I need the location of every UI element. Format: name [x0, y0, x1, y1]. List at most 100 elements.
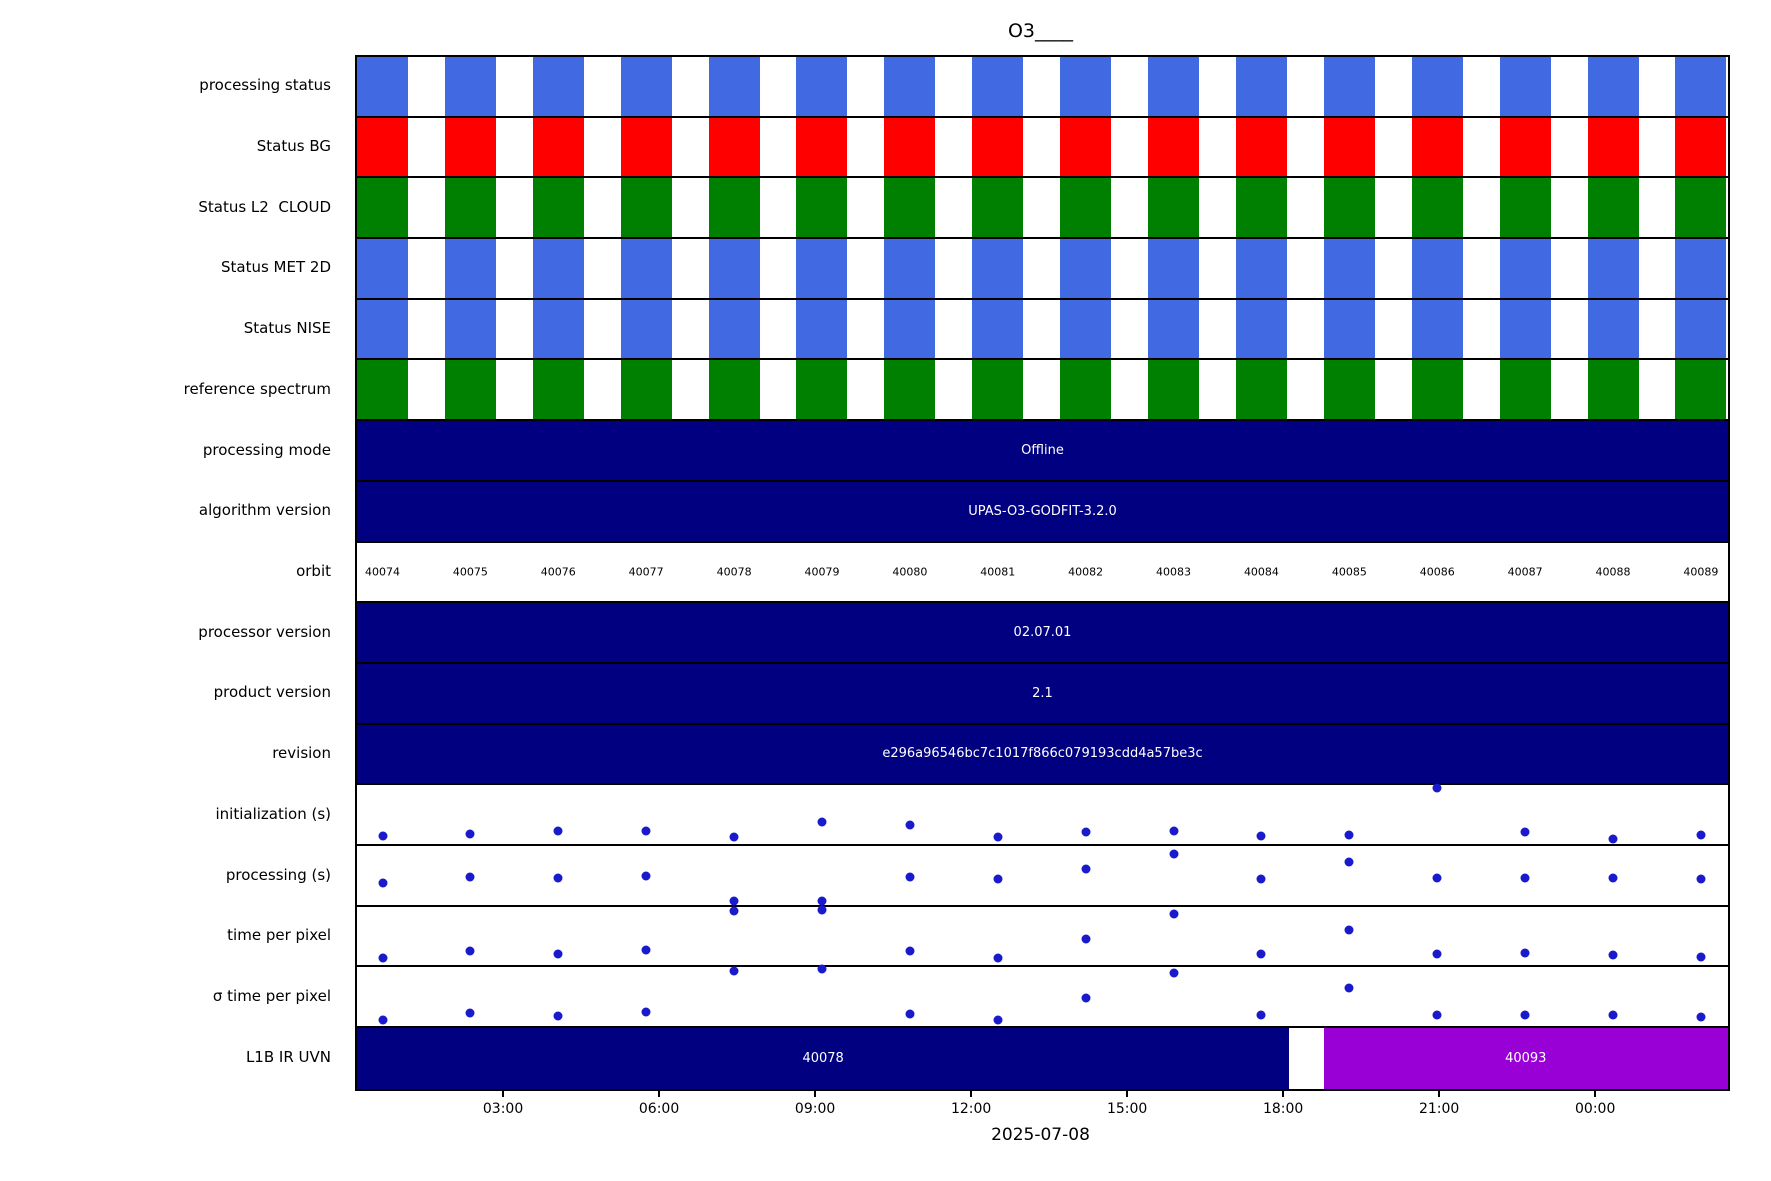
data-point — [378, 1015, 387, 1025]
data-point — [378, 831, 387, 841]
tick-label: 15:00 — [1106, 1101, 1148, 1117]
data-point — [1608, 1010, 1618, 1020]
row-label-9: processor version — [198, 622, 331, 641]
data-point — [729, 896, 739, 906]
status-bar — [1235, 239, 1287, 298]
status-bar — [1323, 178, 1375, 238]
status-bar — [1148, 239, 1200, 298]
status-bar — [1499, 239, 1551, 298]
tick-label: 03:00 — [482, 1101, 524, 1117]
status-bar — [708, 239, 760, 298]
orbit-number: 40082 — [1068, 565, 1104, 579]
data-point — [993, 832, 1003, 842]
status-bar — [1235, 299, 1287, 359]
data-point — [729, 906, 739, 916]
granule-segment: 40078 — [357, 1028, 1290, 1089]
data-point — [993, 1015, 1003, 1025]
status-bar — [1060, 299, 1112, 359]
status-bar — [796, 239, 848, 298]
tick-mark — [814, 1089, 817, 1097]
status-bar — [1323, 57, 1375, 116]
status-bar — [1675, 360, 1727, 420]
data-point — [465, 946, 475, 956]
tick-label: 18:00 — [1262, 1101, 1304, 1117]
data-point — [1344, 830, 1354, 840]
status-bar — [1675, 117, 1727, 177]
orbit-number: 40087 — [1507, 565, 1543, 579]
status-bar — [1060, 117, 1112, 177]
data-point — [1256, 949, 1266, 959]
status-bar — [1675, 178, 1727, 238]
status-bar — [532, 299, 584, 359]
status-bar — [796, 178, 848, 238]
data-point — [1520, 948, 1530, 958]
data-point — [1696, 830, 1706, 840]
row-label-12: initialization (s) — [215, 804, 331, 823]
row-value-text: UPAS-O3-GODFIT-3.2.0 — [968, 503, 1117, 519]
tick-label: 09:00 — [794, 1101, 836, 1117]
status-bar — [884, 299, 936, 359]
row-orbit_labels-8: 40074 40075 40076 40077 40078 40079 40080 40081… — [357, 543, 1728, 604]
row-label-13: processing (s) — [225, 865, 331, 884]
row-fill-11: e296a96546bc7c1017f866c079193cdd4a57be3c — [357, 724, 1728, 786]
status-bar — [1323, 239, 1375, 298]
orbit-number: 40081 — [980, 565, 1016, 579]
status-bar — [1499, 57, 1551, 116]
orbit-number: 40086 — [1419, 565, 1455, 579]
data-point — [1256, 1010, 1266, 1020]
orbit-number: 40078 — [716, 565, 752, 579]
data-point — [1344, 983, 1354, 993]
status-bar — [1411, 57, 1463, 116]
status-bar — [532, 239, 584, 298]
status-bar — [357, 299, 408, 359]
data-point — [817, 896, 827, 906]
status-bar — [1235, 360, 1287, 420]
row-value-text: 2.1 — [1032, 685, 1053, 701]
plot-area: Offline UPAS-O3-GODFIT-3.2.0 40074 40075 400… — [355, 55, 1730, 1091]
status-bar — [532, 360, 584, 420]
status-bar — [1499, 178, 1551, 238]
row-label-14: time per pixel — [227, 926, 331, 945]
row-label-3: Status MET 2D — [220, 258, 331, 277]
status-bar — [357, 239, 408, 298]
data-point — [641, 1007, 651, 1017]
row-label-5: reference spectrum — [183, 379, 331, 398]
data-point — [1696, 952, 1706, 962]
row-scatter-14 — [357, 905, 1728, 968]
row-bars-1 — [357, 117, 1728, 179]
data-point — [465, 1008, 475, 1018]
status-bar — [1060, 360, 1112, 420]
tick-mark — [658, 1089, 661, 1097]
data-point — [729, 966, 739, 976]
row-label-0: processing status — [199, 76, 331, 95]
status-bar — [884, 57, 936, 116]
data-point — [378, 878, 387, 888]
data-point — [1169, 909, 1179, 919]
status-bar — [1675, 57, 1727, 116]
data-point — [817, 964, 827, 974]
status-bar — [708, 57, 760, 116]
status-bar — [1587, 360, 1639, 420]
status-bar — [1411, 178, 1463, 238]
status-bar — [884, 117, 936, 177]
data-point — [993, 874, 1003, 884]
row-bars-2 — [357, 178, 1728, 240]
status-bar — [1235, 178, 1287, 238]
status-bar — [1060, 239, 1112, 298]
status-bar — [1587, 299, 1639, 359]
status-bar — [532, 178, 584, 238]
status-bar — [620, 299, 672, 359]
status-bar — [884, 178, 936, 238]
row-fill-10: 2.1 — [357, 663, 1728, 725]
status-bar — [444, 57, 496, 116]
data-point — [1696, 1012, 1706, 1022]
orbit-number: 40079 — [804, 565, 840, 579]
data-point — [1344, 857, 1354, 867]
status-bar — [357, 178, 408, 238]
status-bar — [620, 360, 672, 420]
status-bar — [444, 117, 496, 177]
data-point — [1608, 834, 1618, 844]
status-bar — [1060, 57, 1112, 116]
row-label-2: Status L2 CLOUD — [198, 197, 331, 216]
status-bar — [1060, 178, 1112, 238]
